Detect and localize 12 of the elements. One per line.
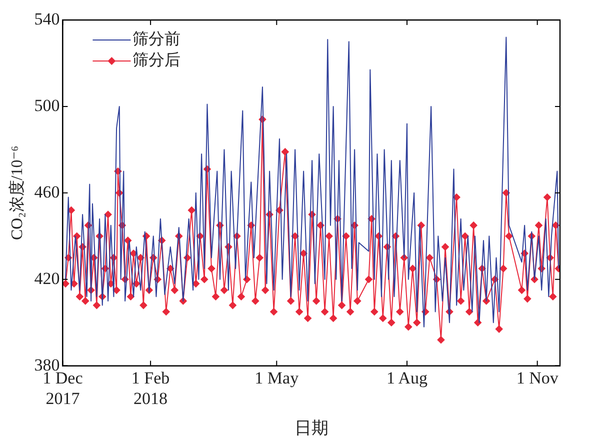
y-axis-title: CO₂浓度/10⁻⁶ [8,146,26,240]
y-tick-label: 420 [34,268,60,288]
x-tick-label: 1 Aug [386,368,428,388]
legend-label: 筛分前 [132,30,181,48]
x-axis-title: 日期 [294,418,328,438]
x-tick-label: 1 Nov [516,368,559,388]
y-tick-label: 500 [34,96,60,115]
x-tick-label: 1 Feb 2018 [131,368,170,408]
y-tick-label: 540 [34,9,60,28]
y-tick-label: 460 [34,182,60,202]
x-tick-label: 1 May [254,368,300,388]
legend-label: 筛分后 [132,51,181,70]
